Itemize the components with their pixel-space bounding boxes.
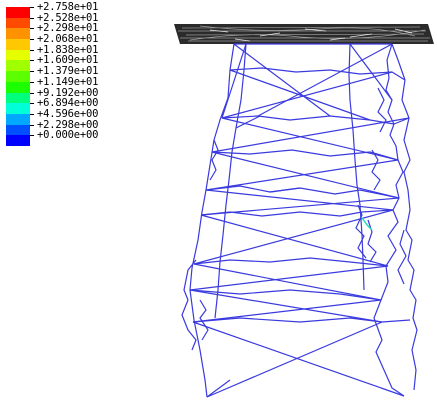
buckled-member: [199, 299, 209, 341]
legend-swatch: [6, 17, 30, 29]
diagonal-brace: [206, 321, 383, 398]
legend-swatch: [6, 92, 30, 104]
legend-tick: [30, 103, 34, 105]
buckled-member: [377, 87, 387, 133]
legend-label: +4.596e+00: [37, 107, 99, 120]
legend-tick: [30, 7, 34, 8]
legend-tick: [30, 71, 34, 73]
diagonal-brace: [192, 299, 382, 323]
legend-label: +1.149e+01: [37, 75, 99, 88]
diagonal-brace: [189, 289, 383, 323]
legend-tick: [30, 81, 34, 83]
diagonal-brace: [233, 43, 331, 117]
diagonal-brace: [189, 265, 389, 291]
diagonal-brace: [235, 115, 261, 129]
diagonal-brace: [200, 197, 400, 216]
diagonal-brace: [205, 159, 399, 191]
horizontal-6: [193, 257, 389, 267]
diagonal-brace: [205, 189, 394, 211]
legend-swatch: [6, 124, 30, 136]
leg-left-inner: [214, 43, 247, 319]
legend-label: +2.068e+01: [37, 33, 99, 46]
legend-swatch: [6, 135, 30, 146]
legend-label: +2.528e+01: [37, 11, 99, 24]
tower-members: [181, 43, 418, 398]
legend-tick: [30, 124, 34, 126]
legend-tick: [30, 135, 34, 137]
deck-plate-texture: [178, 25, 430, 42]
legend-swatch: [6, 103, 30, 114]
diagonal-brace: [206, 379, 231, 398]
leg-right-inner: [348, 43, 365, 291]
legend-label: +0.000e+00: [37, 129, 99, 142]
diagonal-brace: [200, 214, 389, 267]
legend-tick: [30, 60, 34, 62]
stress-highlight: [361, 217, 373, 231]
diagonal-brace: [211, 117, 410, 153]
legend-swatch: [6, 28, 30, 40]
legend-label: +1.609e+01: [37, 54, 99, 67]
diagonal-brace: [221, 43, 247, 119]
legend-swatch: [6, 113, 30, 125]
leg-right-outer: [391, 43, 418, 391]
legend-swatch: [6, 71, 30, 82]
buckled-member: [371, 149, 381, 191]
diagonal-brace: [221, 71, 393, 119]
legend-swatch: [6, 39, 30, 50]
diagonal-brace: [269, 187, 301, 193]
diagonal-brace: [349, 43, 393, 101]
legend-tick: [30, 92, 34, 94]
horizontal-7: [189, 289, 382, 301]
legend-label: +2.298e+00: [37, 118, 99, 131]
horizontal-8: [192, 317, 411, 323]
legend-label: +1.379e+01: [37, 65, 99, 78]
legend-label: +2.298e+01: [37, 22, 99, 35]
legend-tick: [30, 49, 34, 51]
legend-swatch: [6, 49, 30, 61]
legend-tick: [30, 28, 34, 30]
legend-label: +1.838e+01: [37, 43, 99, 56]
horizontal-4: [205, 185, 400, 199]
legend-tick: [30, 17, 34, 19]
leg-left-outer: [181, 259, 197, 351]
buckled-member: [397, 229, 407, 285]
buckled-member: [355, 204, 367, 259]
buckled-member: [209, 139, 219, 181]
legend-tick: [30, 113, 34, 115]
legend-swatch: [6, 81, 30, 93]
horizontal-1: [229, 67, 406, 81]
legend-label: +2.758e+01: [37, 1, 99, 13]
legend-label: +6.894e+00: [37, 97, 99, 110]
legend-swatch: [6, 7, 30, 18]
diagonal-brace: [257, 43, 393, 117]
diagonal-brace: [229, 69, 371, 121]
deck-plate: [174, 24, 434, 44]
legend-label: +9.192e+00: [37, 86, 99, 99]
leg-right-front: [373, 43, 405, 397]
leg-left-front: [189, 43, 235, 398]
diagonal-brace: [221, 117, 399, 161]
diagonal-brace: [192, 321, 405, 397]
legend-tick: [30, 39, 34, 41]
diagonal-brace: [193, 263, 382, 301]
deck-plate-highlights: [209, 28, 413, 42]
legend-swatch: [6, 60, 30, 72]
